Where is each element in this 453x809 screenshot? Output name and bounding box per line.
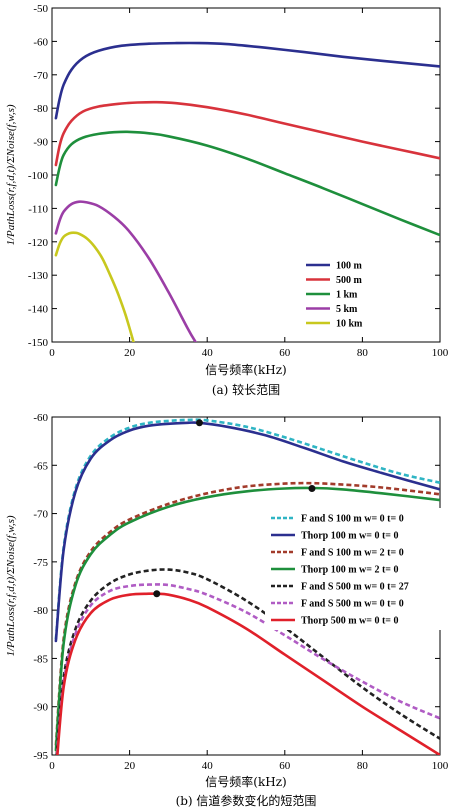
legend-entry-label: F and S 100 m w= 0 t= 0 xyxy=(301,514,404,525)
x-tick-label: 40 xyxy=(202,347,214,359)
chart-b-ticks: 0 20 40 60 80 100 -60 -65 -70 -75 -80 -85 -90 -95 xyxy=(33,412,448,772)
chart-a-xlabel: 信号频率(kHz) xyxy=(205,362,286,377)
chart-b-ylabel: 1/PathLoss(r,f,d,t)/ΣNoise(f,w,s) xyxy=(5,515,17,656)
y-tick-label: -50 xyxy=(33,3,48,15)
legend-entry-label: 100 m xyxy=(336,261,363,272)
chart-b-xlabel: 信号频率(kHz) xyxy=(205,774,286,789)
legend-entry-label: Thorp 500 m w= 0 t= 0 xyxy=(301,616,399,627)
y-tick-label: -70 xyxy=(33,70,48,82)
y-tick-label: -75 xyxy=(33,557,48,569)
legend-entry-label: Thorp 100 m w= 0 t= 0 xyxy=(301,531,399,542)
y-tick-label: -100 xyxy=(28,170,49,182)
series-line-6 xyxy=(55,583,440,755)
x-tick-label: 80 xyxy=(357,760,369,772)
peak-marker xyxy=(308,484,316,492)
peak-marker xyxy=(153,590,161,598)
series-line-5 xyxy=(55,568,440,755)
x-tick-label: 20 xyxy=(124,347,136,359)
legend-entry-label: 1 km xyxy=(336,290,358,301)
x-tick-label: 40 xyxy=(202,760,214,772)
series-line-4 xyxy=(54,486,440,752)
chart-a-ticks: 0 20 40 60 80 100 -50 -60 -70 -80 -90 -100 -110 -120 -… xyxy=(28,3,449,359)
legend-entry-label: 500 m xyxy=(336,275,363,286)
series-line-2 xyxy=(54,421,440,643)
legend-entry-label: F and S 500 m w= 0 t= 0 xyxy=(301,599,404,610)
legend-box xyxy=(300,255,434,327)
chart-a-ylabel: 1/PathLoss(r,f,d,t)/ΣNoise(f,w,s) xyxy=(5,104,17,245)
legend-entry-label: 10 km xyxy=(336,319,363,330)
x-tick-label: 80 xyxy=(357,347,369,359)
y-tick-label: -80 xyxy=(33,103,48,115)
series-line-7 xyxy=(56,592,440,755)
legend-entry-label: Thorp 100 m w= 2 t= 0 xyxy=(301,565,399,576)
series-line-4 xyxy=(54,200,197,342)
x-tick-label: 60 xyxy=(279,760,291,772)
legend-entry-label: F and S 100 m w= 2 t= 0 xyxy=(301,548,404,559)
x-tick-label: 60 xyxy=(279,347,291,359)
y-tick-label: -60 xyxy=(33,412,48,424)
x-tick-label: 0 xyxy=(49,760,55,772)
x-tick-label: 100 xyxy=(432,347,449,359)
y-tick-label: -120 xyxy=(28,237,49,249)
y-tick-label: -110 xyxy=(28,203,48,215)
y-tick-label: -60 xyxy=(33,36,48,48)
series-line-1 xyxy=(54,41,440,120)
x-tick-label: 20 xyxy=(124,760,136,772)
chart-a-caption: (a) 较长范围 xyxy=(212,382,280,397)
series-line-2 xyxy=(54,100,440,167)
y-tick-label: -150 xyxy=(28,337,49,349)
y-tick-label: -80 xyxy=(33,605,48,617)
y-tick-label: -65 xyxy=(33,460,48,472)
peak-marker xyxy=(195,419,203,427)
y-tick-label: -130 xyxy=(28,270,49,282)
x-tick-label: 100 xyxy=(432,760,449,772)
y-tick-label: -85 xyxy=(33,653,48,665)
chart-a: 0 20 40 60 80 100 -50 -60 -70 -80 -90 -100 -110 -120 -… xyxy=(5,3,449,397)
chart-b-legend: F and S 100 m w= 0 t= 0 Thorp 100 m w= 0 … xyxy=(265,508,443,630)
x-tick-label: 0 xyxy=(49,347,55,359)
chart-b: 0 20 40 60 80 100 -60 -65 -70 -75 -80 -85 -90 -95 F a… xyxy=(5,412,449,808)
series-line-5 xyxy=(54,231,135,342)
chart-a-legend: 100 m 500 m 1 km 5 km 10 km xyxy=(300,255,434,330)
series-line-3 xyxy=(54,130,440,237)
legend-entry-label: F and S 500 m w= 0 t= 27 xyxy=(301,582,409,593)
y-tick-label: -90 xyxy=(33,702,48,714)
chart-b-markers xyxy=(153,419,316,598)
y-tick-label: -140 xyxy=(28,304,49,316)
chart-b-caption: (b) 信道参数变化的短范围 xyxy=(176,793,317,808)
legend-entry-label: 5 km xyxy=(336,304,358,315)
y-tick-label: -90 xyxy=(33,137,48,149)
chart-b-lines xyxy=(54,418,440,755)
y-tick-label: -95 xyxy=(33,750,48,762)
chart-a-lines xyxy=(54,41,440,342)
y-tick-label: -70 xyxy=(33,509,48,521)
